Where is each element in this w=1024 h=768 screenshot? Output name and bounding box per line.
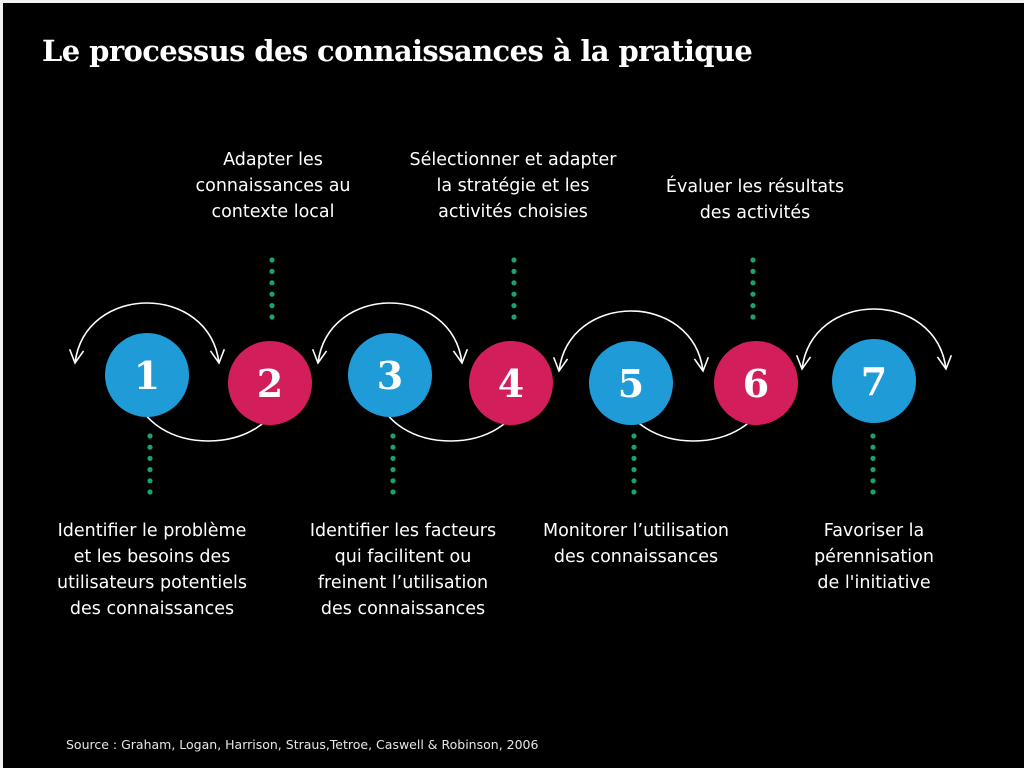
page-title: Le processus des connaissances à la prat… xyxy=(42,34,753,68)
step-3-label: Identifier les facteurs qui facilitent o… xyxy=(288,518,518,622)
step-1-label-line: Identifier le problème xyxy=(57,521,247,541)
step-7-label-line: de l'initiative xyxy=(817,573,931,593)
step-5-label: Monitorer l’utilisation des connaissance… xyxy=(521,518,751,570)
connector-dot xyxy=(269,268,275,274)
step-6-label-line: Évaluer les résultats xyxy=(665,177,845,197)
step-5-number: 5 xyxy=(617,360,645,406)
step-3-number: 3 xyxy=(376,352,404,398)
step-7-number: 7 xyxy=(860,358,888,404)
connector-dot xyxy=(269,291,275,297)
step-3-label-line: qui facilitent ou xyxy=(334,547,472,567)
step-3-label-line: freinent l’utilisation xyxy=(317,573,489,593)
connector-dot xyxy=(870,478,876,484)
step-3-label-line: Identifier les facteurs xyxy=(309,521,497,541)
step-1-number: 1 xyxy=(133,352,161,398)
connector-dot xyxy=(631,455,637,461)
connector-dot xyxy=(390,489,396,495)
connector-dot xyxy=(147,478,153,484)
connector-dot xyxy=(147,489,153,495)
connector-dot xyxy=(269,303,275,309)
connector-dot xyxy=(750,291,756,297)
connector-dot xyxy=(870,455,876,461)
connector-dot xyxy=(750,303,756,309)
connector-dot xyxy=(511,268,517,274)
connector-dot xyxy=(390,455,396,461)
connector-dot xyxy=(631,489,637,495)
step-3-circle: 3 xyxy=(348,333,432,417)
curved-arrow-top-5 xyxy=(558,310,704,372)
step-2-label-line: contexte local xyxy=(211,202,335,222)
step-5-label-line: Monitorer l’utilisation xyxy=(543,521,729,541)
connector-dot xyxy=(390,467,396,473)
connector-dot xyxy=(750,280,756,286)
curved-arrow-top-1 xyxy=(74,302,220,364)
step-1-label: Identifier le problème et les besoins de… xyxy=(37,518,267,622)
step-4-label: Sélectionner et adapter la stratégie et … xyxy=(398,147,628,225)
connector-dot xyxy=(269,314,275,320)
curved-arrow-top-3 xyxy=(317,302,463,364)
connector-dot xyxy=(631,467,637,473)
curved-arrow-top-5-head xyxy=(552,356,569,373)
step-6-circle: 6 xyxy=(714,341,798,425)
step-1-label-line: utilisateurs potentiels xyxy=(57,573,247,593)
curved-arrow-top-7-head xyxy=(936,354,953,371)
connector-dot xyxy=(269,257,275,263)
connector-dot xyxy=(750,268,756,274)
step-4-label-line: la stratégie et les xyxy=(436,176,590,196)
curved-arrow-top-5-head xyxy=(693,356,710,373)
step-2-label-line: connaissances au xyxy=(195,176,351,196)
step-7-label-line: Favoriser la xyxy=(823,521,925,541)
connector-dot xyxy=(870,467,876,473)
curved-arrow-top-1-head xyxy=(68,348,85,365)
step-5-label-line: des connaissances xyxy=(553,547,719,567)
step-6-label: Évaluer les résultats des activités xyxy=(640,174,870,226)
connector-dot xyxy=(750,257,756,263)
source-citation: Source : Graham, Logan, Harrison, Straus… xyxy=(66,737,539,752)
connector-dot xyxy=(147,444,153,450)
connector-dot xyxy=(511,314,517,320)
connector-dot xyxy=(511,257,517,263)
connector-dot xyxy=(511,280,517,286)
step-4-label-line: Sélectionner et adapter xyxy=(409,150,617,170)
step-3-label-line: des connaissances xyxy=(320,599,486,619)
connector-dot xyxy=(147,467,153,473)
connector-dot xyxy=(870,433,876,439)
step-1-label-line: et les besoins des xyxy=(73,547,231,567)
step-2-circle: 2 xyxy=(228,341,312,425)
connector-dot xyxy=(750,314,756,320)
step-1-circle: 1 xyxy=(105,333,189,417)
step-2-number: 2 xyxy=(256,360,284,406)
step-4-label-line: activités choisies xyxy=(438,202,588,222)
curved-arrow-top-7-head xyxy=(795,354,812,371)
step-7-circle: 7 xyxy=(832,339,916,423)
connector-dot xyxy=(390,478,396,484)
connector-dot xyxy=(511,303,517,309)
connector-dot xyxy=(390,444,396,450)
connector-dot xyxy=(631,433,637,439)
step-2-label: Adapter les connaissances au contexte lo… xyxy=(158,147,388,225)
step-7-label-line: pérennisation xyxy=(814,547,934,567)
curved-arrow-top-3-head xyxy=(311,348,328,365)
curved-arrow-top-1-head xyxy=(209,348,226,365)
connector-dot xyxy=(870,489,876,495)
step-4-circle: 4 xyxy=(469,341,553,425)
step-6-number: 6 xyxy=(742,360,770,406)
connector-dot xyxy=(147,433,153,439)
connector-dot xyxy=(870,444,876,450)
connector-dot xyxy=(390,433,396,439)
connector-dot xyxy=(631,478,637,484)
step-4-number: 4 xyxy=(497,360,525,406)
curved-arrow-top-3-head xyxy=(452,348,469,365)
step-6-label-line: des activités xyxy=(699,203,811,223)
connector-dot xyxy=(631,444,637,450)
step-7-label: Favoriser la pérennisation de l'initiati… xyxy=(759,518,989,596)
step-1-label-line: des connaissances xyxy=(69,599,235,619)
connector-dot xyxy=(511,291,517,297)
curved-arrow-top-7 xyxy=(801,308,947,370)
step-2-label-line: Adapter les xyxy=(223,150,323,170)
step-5-circle: 5 xyxy=(589,341,673,425)
connector-dot xyxy=(269,280,275,286)
connector-dot xyxy=(147,455,153,461)
